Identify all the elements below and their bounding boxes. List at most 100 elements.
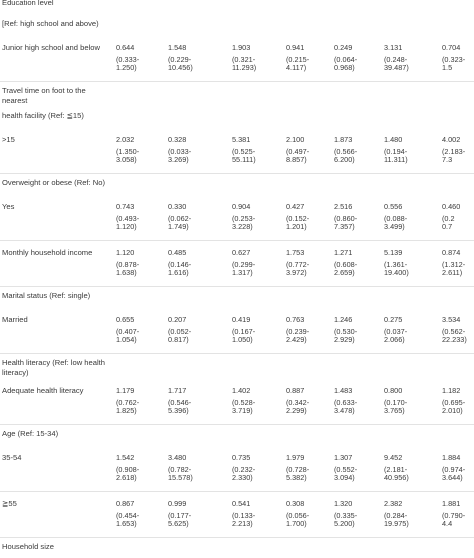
table-row: Monthly household income 1.120 (0.878- 1.6…: [0, 241, 474, 287]
odds-ratio-value: 0.655: [116, 315, 135, 324]
confidence-interval: (0.728- 5.382): [286, 464, 310, 483]
odds-ratio-value: 0.541: [232, 499, 251, 508]
confidence-interval: (0.215- 4.117): [286, 54, 310, 73]
table-cell: 0.904 (0.253- 3.228): [232, 202, 256, 232]
confidence-interval: (0.878- 1.638): [116, 259, 140, 278]
odds-ratio-value: 3.480: [168, 453, 187, 462]
odds-ratio-value: 0.249: [334, 43, 353, 52]
confidence-interval: (0.062- 1.749): [168, 213, 192, 232]
table-cell: 0.249 (0.064- 0.968): [334, 43, 358, 73]
odds-ratio-value: 1.483: [334, 386, 353, 395]
table-cell: 1.307 (0.552- 3.094): [334, 453, 358, 483]
row-label: Household size: [2, 542, 54, 551]
confidence-interval: (0.052- 0.817): [168, 326, 192, 345]
odds-ratio-value: 0.427: [286, 202, 305, 211]
table-cell: 0.887 (0.342- 2.299): [286, 386, 309, 416]
table-cell: 0.800 (0.170- 3.765): [384, 386, 407, 416]
confidence-interval: (0.284- 19.975): [384, 510, 409, 529]
table-cell: 0.644 (0.333- 1.250): [116, 43, 140, 73]
confidence-interval: (1.361- 19.400): [384, 259, 409, 278]
confidence-interval: (0.908- 2.618): [116, 464, 140, 483]
table-cell: 0.867 (0.454- 1.653): [116, 499, 140, 529]
confidence-interval: (0.232- 2.330): [232, 464, 256, 483]
table-cell: 2.032 (1.350- 3.058): [116, 135, 139, 165]
table-cell: 1.979 (0.728- 5.382): [286, 453, 310, 483]
confidence-interval: (0.528- 3.719): [232, 397, 256, 416]
table-cell: 0.627 (0.299- 1.317): [232, 248, 255, 278]
odds-ratio-value: 0.627: [232, 248, 251, 257]
table-row: ≧55 0.867 (0.454- 1.653) 0.999 (0.177- 5.625…: [0, 492, 474, 538]
confidence-interval: (0.974- 3.644): [442, 464, 466, 483]
odds-ratio-value: 0.874: [442, 248, 461, 257]
row-label: Education level: [2, 0, 54, 7]
confidence-interval: (0.253- 3.228): [232, 213, 256, 232]
odds-ratio-value: 1.884: [442, 453, 461, 462]
row-label: Health literacy (Ref: low health literac…: [2, 358, 105, 377]
table-cell: 0.328 (0.033- 3.269): [168, 135, 191, 165]
table-cell: 0.419 (0.167- 1.050): [232, 315, 255, 345]
section-header-row: [Ref: high school and above): [0, 15, 474, 36]
table-cell: 1.542 (0.908- 2.618): [116, 453, 140, 483]
confidence-interval: (0.321- 11.293): [232, 54, 257, 73]
confidence-interval: (0.064- 0.968): [334, 54, 358, 73]
confidence-interval: (0.239- 2.429): [286, 326, 310, 345]
odds-ratio-value: 0.904: [232, 202, 251, 211]
table-cell: 0.541 (0.133- 2.213): [232, 499, 256, 529]
odds-ratio-value: 1.320: [334, 499, 353, 508]
confidence-interval: (0.152- 1.201): [286, 213, 310, 232]
table-cell: 0.460 (0.2 0.7: [442, 202, 460, 232]
table-cell: 5.139 (1.361- 19.400): [384, 248, 409, 278]
confidence-interval: (0.552- 3.094): [334, 464, 358, 483]
table-cell: 3.534 (0.562- 22.233): [442, 315, 467, 345]
confidence-interval: (0.194- 11.311): [384, 146, 408, 165]
table-cell: 3.131 (0.248- 39.487): [384, 43, 409, 73]
odds-ratio-value: 1.271: [334, 248, 353, 257]
table-row: Married 0.655 (0.407- 1.054) 0.207 (0.052- 0…: [0, 308, 474, 354]
confidence-interval: (0.333- 1.250): [116, 54, 140, 73]
confidence-interval: (2.181- 40.956): [384, 464, 409, 483]
confidence-interval: (0.407- 1.054): [116, 326, 140, 345]
confidence-interval: (0.562- 22.233): [442, 326, 467, 345]
odds-ratio-value: 1.480: [384, 135, 403, 144]
odds-ratio-value: 0.800: [384, 386, 403, 395]
confidence-interval: (0.497- 8.857): [286, 146, 310, 165]
confidence-interval: (0.546- 5.396): [168, 397, 192, 416]
table-cell: 1.120 (0.878- 1.638): [116, 248, 140, 278]
table-row: 35-54 1.542 (0.908- 2.618) 3.480 (0.782- 15.…: [0, 446, 474, 492]
table-cell: 2.382 (0.284- 19.975): [384, 499, 409, 529]
table-cell: 1.480 (0.194- 11.311): [384, 135, 408, 165]
table-cell: 0.330 (0.062- 1.749): [168, 202, 192, 232]
table-row: Adequate health literacy 1.179 (0.762- 1.8…: [0, 379, 474, 425]
odds-ratio-value: 1.717: [168, 386, 187, 395]
odds-ratio-value: 0.275: [384, 315, 403, 324]
confidence-interval: (0.133- 2.213): [232, 510, 256, 529]
confidence-interval: (0.454- 1.653): [116, 510, 140, 529]
table-cell: 1.717 (0.546- 5.396): [168, 386, 192, 416]
confidence-interval: (0.323- 1.5: [442, 54, 466, 73]
odds-ratio-value: 0.556: [384, 202, 403, 211]
confidence-interval: (0.860- 7.357): [334, 213, 358, 232]
section-header-row: Marital status (Ref: single): [0, 287, 474, 308]
table-cell: 0.999 (0.177- 5.625): [168, 499, 191, 529]
odds-ratio-value: 1.873: [334, 135, 353, 144]
odds-ratio-value: 1.402: [232, 386, 251, 395]
odds-ratio-value: 0.419: [232, 315, 251, 324]
table-cell: 5.381 (0.525- 55.111): [232, 135, 256, 165]
section-header-row: Travel time on foot to the nearest: [0, 82, 474, 107]
table-cell: 4.002 (2.183- 7.3: [442, 135, 465, 165]
table-cell: 0.485 (0.146- 1.616): [168, 248, 191, 278]
table-cell: 0.941 (0.215- 4.117): [286, 43, 310, 73]
odds-ratio-value: 3.131: [384, 43, 403, 52]
table-cell: 1.246 (0.530- 2.929): [334, 315, 357, 345]
odds-ratio-value: 5.139: [384, 248, 403, 257]
table-cell: 9.452 (2.181- 40.956): [384, 453, 409, 483]
odds-ratio-value: 2.100: [286, 135, 305, 144]
table-cell: 1.320 (0.335- 5.200): [334, 499, 358, 529]
confidence-interval: (0.056- 1.700): [286, 510, 310, 529]
confidence-interval: (0.335- 5.200): [334, 510, 358, 529]
table-cell: 1.753 (0.772- 3.972): [286, 248, 309, 278]
odds-ratio-value: 9.452: [384, 453, 403, 462]
confidence-interval: (0.608- 2.659): [334, 259, 358, 278]
section-header-row: Health literacy (Ref: low health literac…: [0, 354, 474, 379]
row-label: >15: [2, 135, 15, 144]
